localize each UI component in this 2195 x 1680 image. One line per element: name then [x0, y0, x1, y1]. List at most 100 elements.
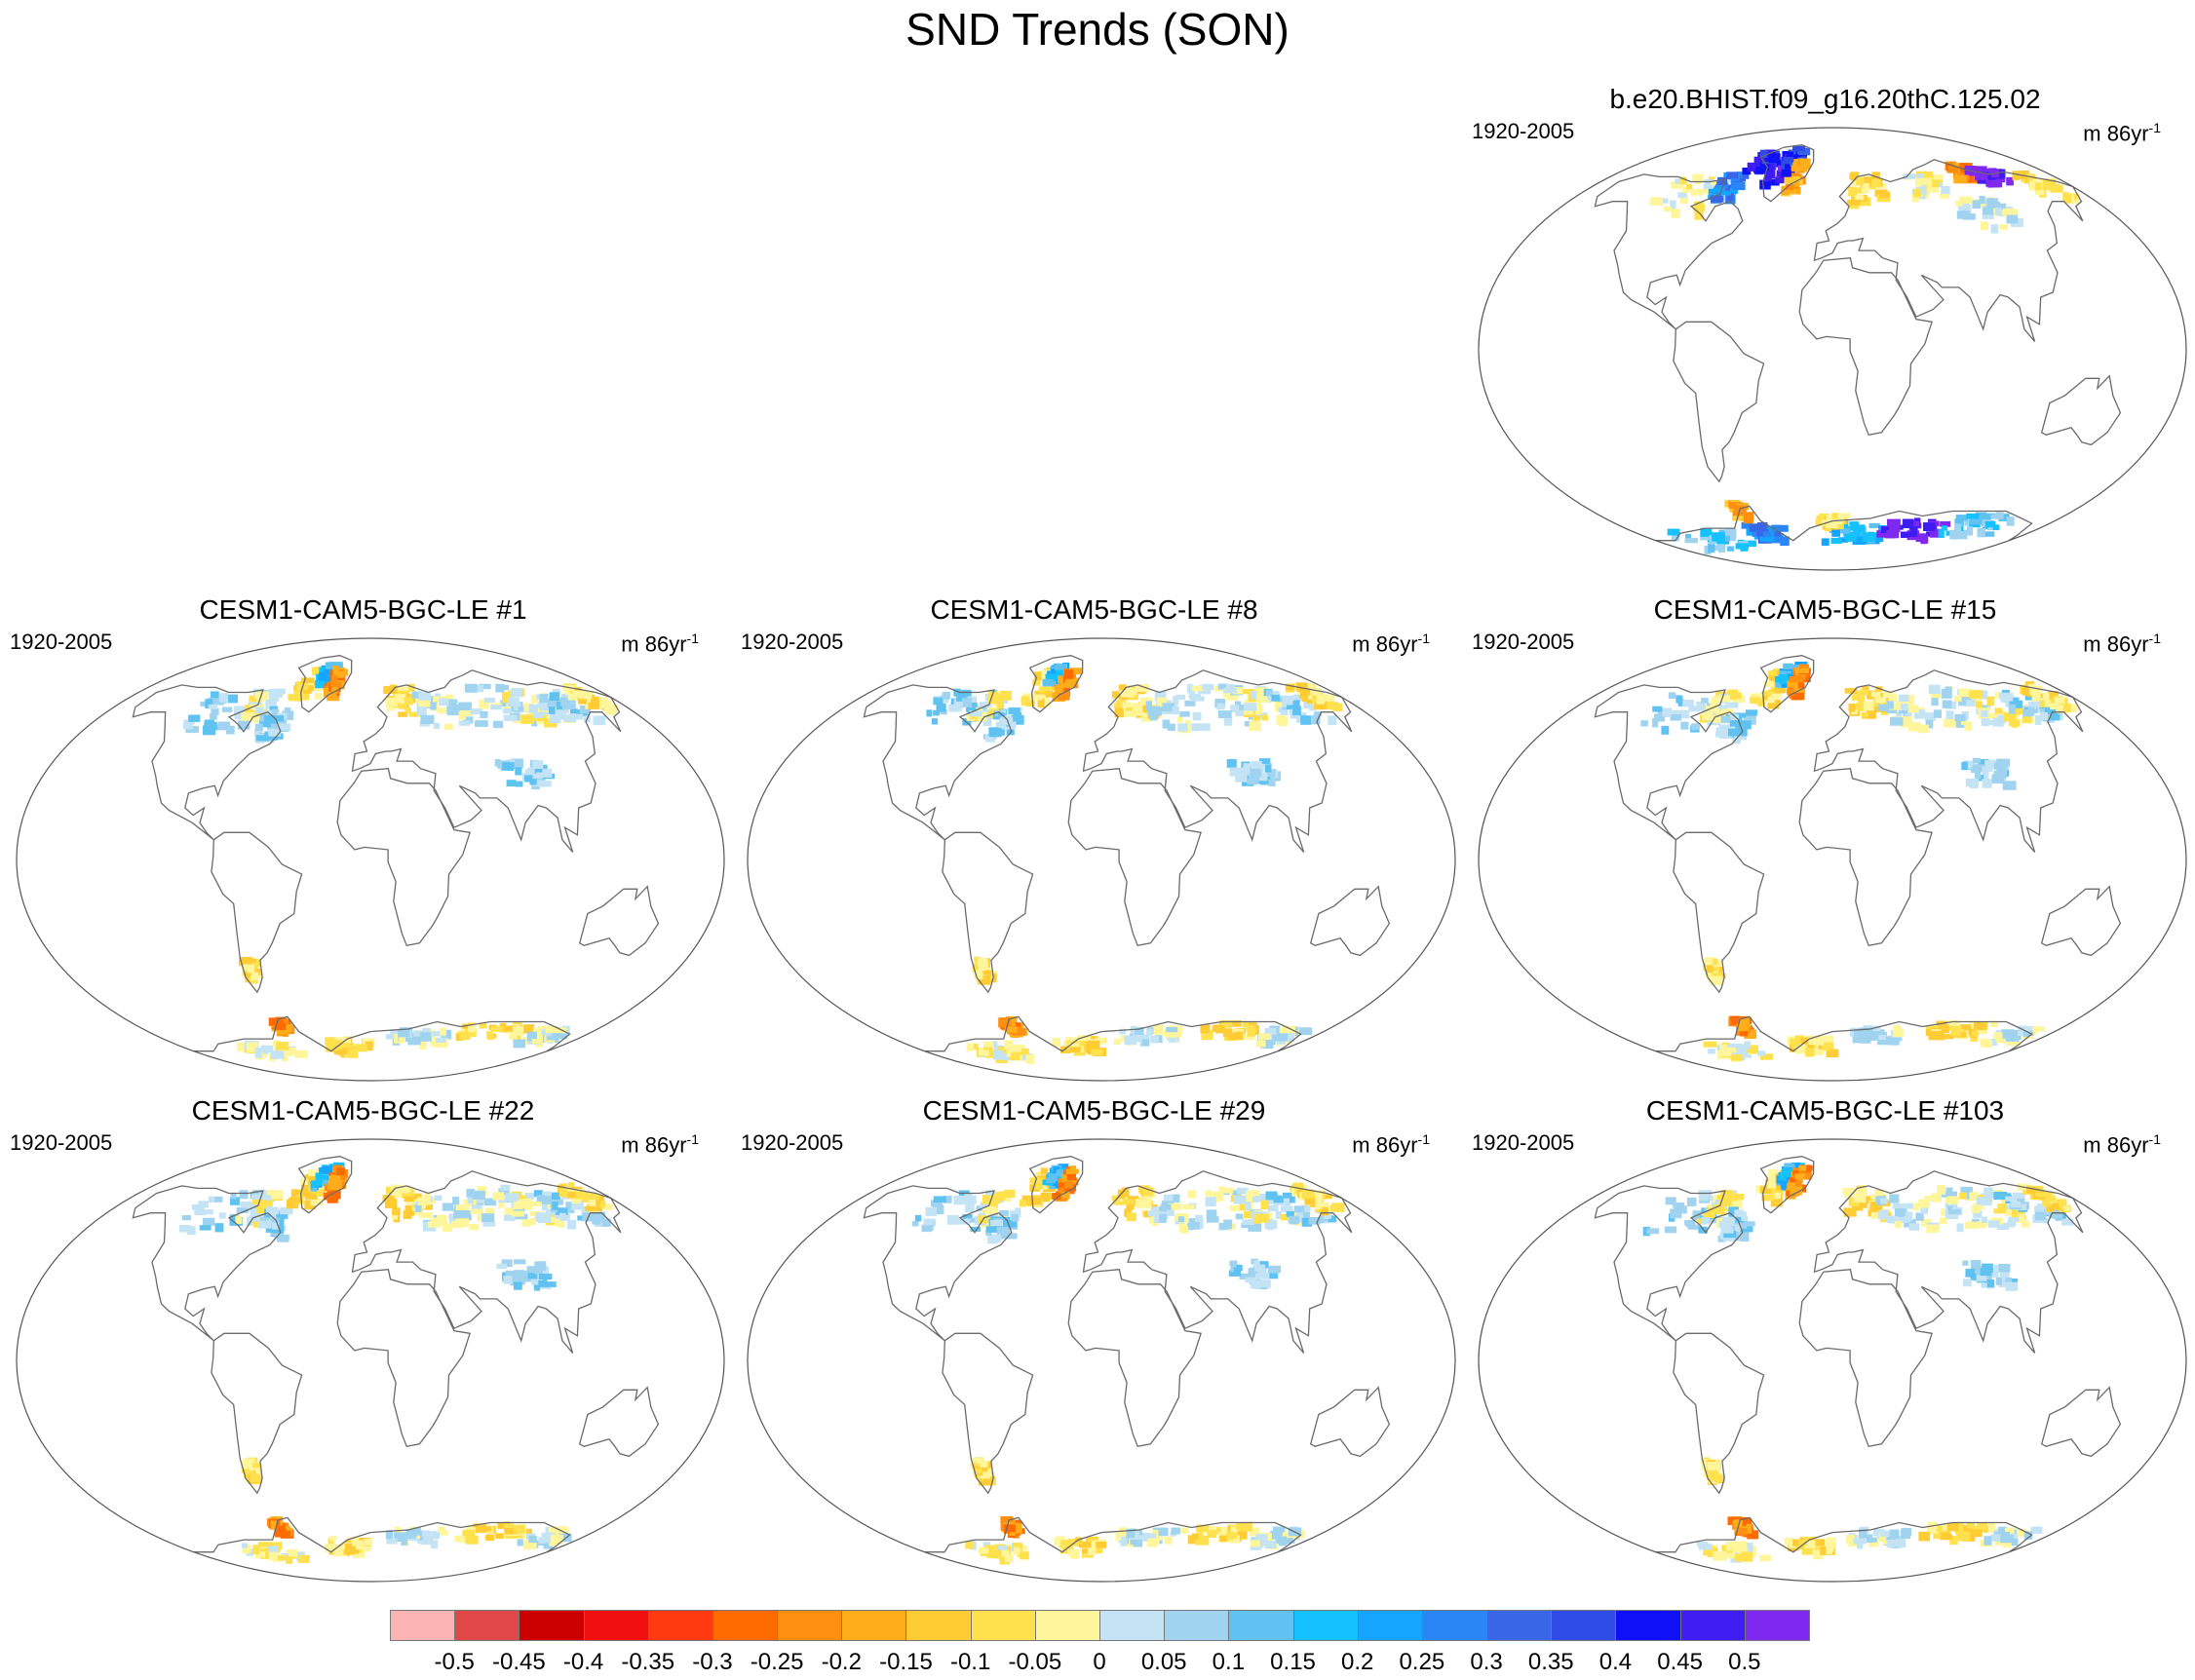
- trend-cell: [1996, 1222, 2010, 1231]
- trend-cell: [1020, 696, 1030, 706]
- trend-cell: [513, 1524, 525, 1534]
- trend-cell: [1965, 1268, 1976, 1278]
- trend-cell: [1966, 513, 1980, 519]
- trend-cell: [1722, 1547, 1734, 1554]
- trend-cell: [404, 697, 413, 706]
- trend-cell: [1670, 200, 1676, 210]
- trend-cell: [1303, 683, 1315, 689]
- trend-cell: [2004, 1208, 2013, 1216]
- trend-cell: [943, 1196, 952, 1203]
- trend-cell: [271, 708, 279, 716]
- trend-cell: [1781, 167, 1794, 177]
- trend-cell: [2010, 1201, 2022, 1207]
- trend-cell: [1988, 1220, 2000, 1228]
- trend-cell: [504, 1214, 516, 1221]
- map-panel-member-15: CESM1-CAM5-BGC-LE #15 1920-2005 m 86yr-1: [1462, 592, 2188, 1091]
- trend-cell: [402, 1188, 413, 1199]
- trend-cell: [280, 1206, 293, 1215]
- trend-cell: [308, 1169, 317, 1177]
- trend-cell: [343, 1037, 351, 1046]
- trend-cell: [1946, 1191, 1957, 1198]
- trend-cell: [1133, 1034, 1143, 1043]
- trend-cell: [1735, 726, 1748, 737]
- trend-cell: [304, 1192, 313, 1198]
- trend-cell: [497, 1522, 511, 1529]
- trend-cell: [1881, 526, 1890, 533]
- trend-cell: [1191, 723, 1200, 732]
- trend-cell: [2022, 687, 2030, 696]
- trend-cell: [1292, 706, 1301, 716]
- trend-cell: [1288, 1033, 1294, 1043]
- trend-cell: [1249, 721, 1262, 731]
- trend-cell: [1942, 700, 1952, 708]
- trend-cell: [1052, 1193, 1061, 1201]
- trend-cell: [1945, 710, 1954, 719]
- trend-cell: [1817, 515, 1824, 521]
- trend-cell: [1970, 1031, 1980, 1037]
- trend-cell: [199, 1225, 212, 1231]
- trend-cell: [1663, 206, 1672, 212]
- trend-cell: [543, 1540, 554, 1549]
- trend-cell: [1708, 1207, 1715, 1213]
- trend-cell: [566, 1192, 580, 1199]
- trend-cell: [1011, 1214, 1019, 1222]
- trend-cell: [300, 677, 315, 683]
- trend-cell: [976, 1205, 982, 1212]
- trend-cell: [1064, 677, 1079, 686]
- trend-cell: [439, 698, 448, 706]
- trend-cell: [1886, 701, 1894, 709]
- trend-cell: [365, 1041, 373, 1051]
- trend-cell: [1229, 767, 1242, 777]
- trend-cell: [1149, 711, 1158, 721]
- trend-cell: [1959, 196, 1972, 204]
- trend-cell: [1888, 694, 1898, 703]
- trend-cell: [1807, 1541, 1819, 1547]
- trend-cell: [186, 1226, 196, 1236]
- trend-cell: [1837, 537, 1848, 543]
- trend-cell: [1997, 1203, 2007, 1211]
- trend-cell: [473, 1523, 487, 1533]
- trend-cell: [1069, 1165, 1077, 1171]
- trend-cell: [329, 681, 342, 688]
- trend-cell: [1821, 538, 1829, 546]
- trend-cell: [1763, 690, 1775, 696]
- trend-cell: [1782, 1167, 1795, 1177]
- colorbar-swatch: [1034, 1610, 1100, 1641]
- trend-cell: [1081, 1044, 1094, 1053]
- trend-cell: [1711, 1473, 1721, 1480]
- trend-cell: [545, 1208, 555, 1215]
- trend-cell: [336, 670, 345, 678]
- trend-cell: [498, 1202, 505, 1208]
- trend-cell: [1742, 168, 1752, 175]
- trend-cell: [1040, 1192, 1052, 1200]
- trend-cell: [1713, 187, 1725, 193]
- colorbar-swatch: [1551, 1610, 1617, 1641]
- trend-cell: [506, 763, 515, 771]
- trend-cell: [1886, 1539, 1895, 1548]
- trend-cell: [1067, 1548, 1074, 1556]
- trend-cell: [1971, 1204, 1981, 1213]
- trend-cell: [464, 683, 478, 693]
- trend-cell: [1965, 1192, 1980, 1202]
- trend-cell: [255, 735, 269, 742]
- trend-cell: [1959, 205, 1972, 214]
- trend-cell: [966, 1043, 975, 1051]
- trend-cell: [1887, 524, 1896, 532]
- trend-cell: [1780, 536, 1790, 546]
- trend-cell: [1294, 1218, 1307, 1226]
- trend-cell: [1975, 1029, 1988, 1035]
- trend-cell: [2042, 1199, 2051, 1207]
- trend-cell: [1791, 1162, 1800, 1170]
- trend-cell: [330, 1190, 341, 1200]
- trend-cell: [1920, 1205, 1928, 1214]
- trend-cell: [457, 1535, 469, 1544]
- trend-cell: [250, 1194, 261, 1201]
- coastline-eurasia: [1082, 1170, 1353, 1354]
- trend-cell: [1013, 1543, 1023, 1551]
- trend-cell: [1987, 1522, 1995, 1533]
- trend-cell: [2049, 1195, 2056, 1203]
- trend-cell: [1267, 1273, 1279, 1279]
- trend-cell: [983, 1041, 993, 1048]
- trend-cell: [1054, 686, 1063, 694]
- trend-cell: [1701, 188, 1714, 195]
